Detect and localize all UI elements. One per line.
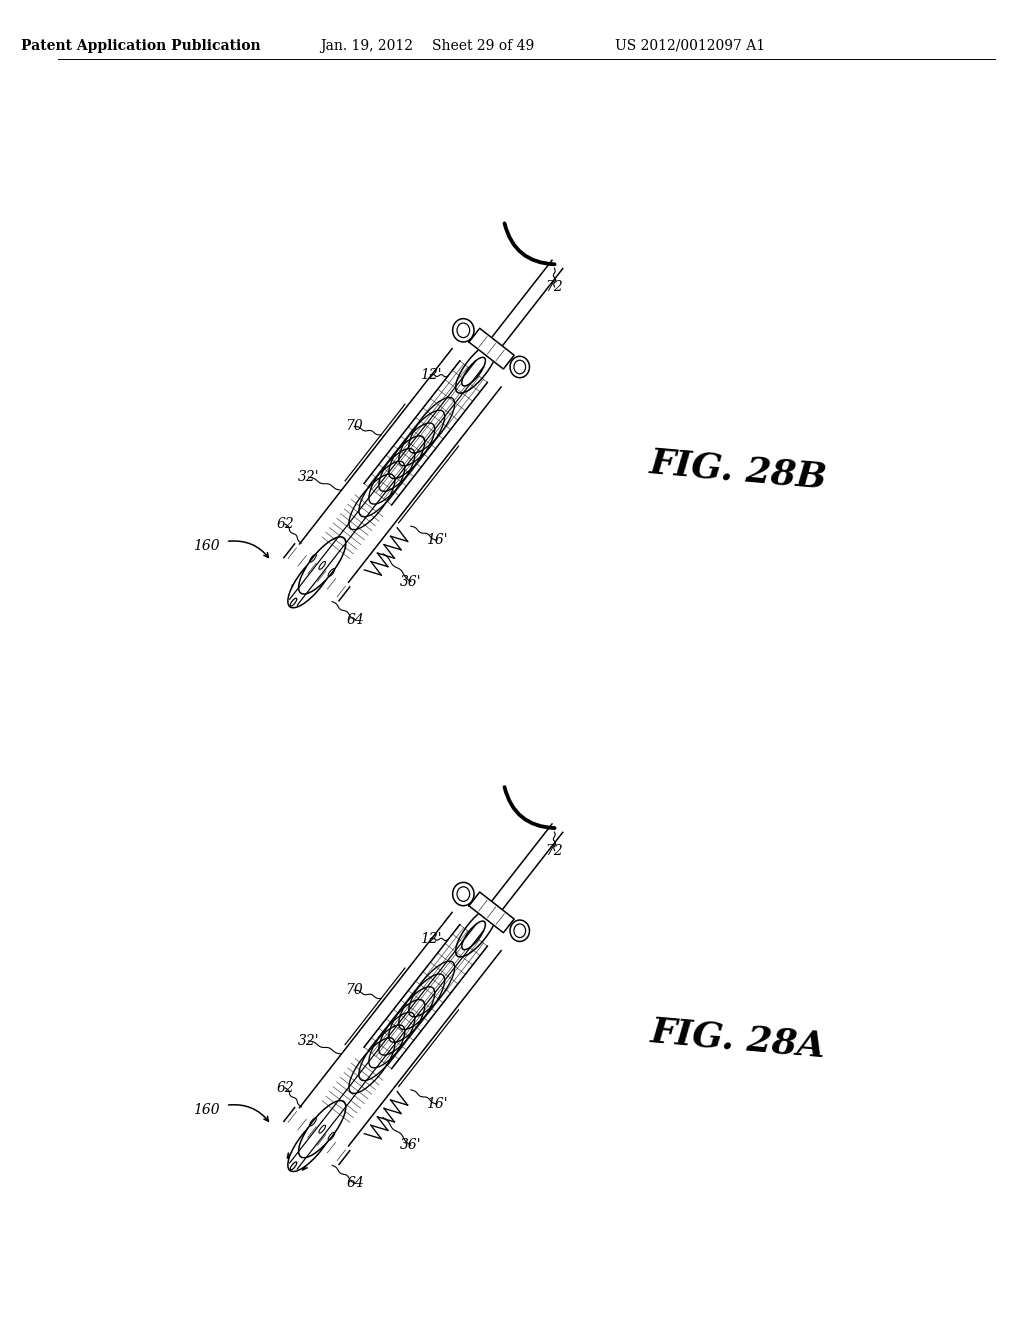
Text: 70: 70	[345, 983, 364, 997]
Text: 160: 160	[193, 1104, 219, 1117]
Text: 32': 32'	[298, 1034, 319, 1048]
Ellipse shape	[303, 537, 345, 589]
Ellipse shape	[510, 356, 529, 378]
Text: 62: 62	[276, 517, 294, 531]
Text: US 2012/0012097 A1: US 2012/0012097 A1	[614, 38, 765, 53]
Text: 36': 36'	[400, 1138, 422, 1152]
Polygon shape	[469, 892, 514, 933]
Ellipse shape	[299, 1101, 346, 1158]
Text: 64: 64	[346, 612, 365, 627]
Text: 16': 16'	[426, 533, 447, 548]
Ellipse shape	[299, 537, 346, 594]
Text: Sheet 29 of 49: Sheet 29 of 49	[432, 38, 535, 53]
Text: 36': 36'	[400, 574, 422, 589]
Ellipse shape	[290, 598, 297, 606]
Ellipse shape	[462, 921, 485, 949]
Text: 160: 160	[193, 540, 219, 553]
Text: 12': 12'	[420, 932, 441, 945]
Text: 16': 16'	[426, 1097, 447, 1111]
Ellipse shape	[303, 1101, 345, 1152]
Polygon shape	[469, 329, 514, 370]
Text: 64: 64	[346, 1176, 365, 1191]
Text: FIG. 28B: FIG. 28B	[648, 446, 828, 495]
Text: FIG. 28A: FIG. 28A	[649, 1015, 827, 1064]
Ellipse shape	[462, 358, 485, 385]
Ellipse shape	[290, 1162, 297, 1170]
Text: 12': 12'	[420, 368, 441, 381]
Ellipse shape	[288, 550, 335, 607]
Text: Patent Application Publication: Patent Application Publication	[20, 38, 260, 53]
Ellipse shape	[453, 318, 474, 342]
Text: 70: 70	[345, 420, 364, 433]
Text: 72: 72	[546, 280, 563, 294]
Ellipse shape	[288, 1114, 335, 1172]
Text: 62: 62	[276, 1081, 294, 1096]
Ellipse shape	[510, 920, 529, 941]
Text: Jan. 19, 2012: Jan. 19, 2012	[321, 38, 414, 53]
Ellipse shape	[453, 882, 474, 906]
Text: 32': 32'	[298, 470, 319, 484]
Text: 72: 72	[546, 843, 563, 858]
